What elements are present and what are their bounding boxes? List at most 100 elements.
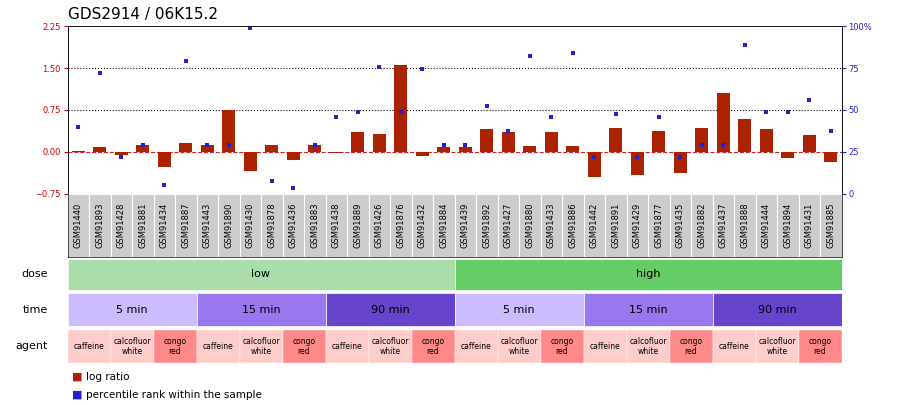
Point	[738, 41, 752, 48]
FancyBboxPatch shape	[755, 330, 798, 363]
FancyBboxPatch shape	[196, 330, 239, 363]
Bar	[652, 130, 665, 152]
Bar	[696, 128, 708, 152]
Bar	[244, 152, 256, 171]
FancyBboxPatch shape	[498, 330, 541, 363]
Text: GSM91886: GSM91886	[568, 202, 577, 248]
FancyBboxPatch shape	[132, 194, 154, 257]
Bar	[373, 134, 386, 152]
Point	[501, 127, 516, 134]
Bar	[394, 65, 407, 152]
Text: GSM91432: GSM91432	[418, 203, 427, 248]
Point	[480, 103, 494, 109]
Point	[695, 142, 709, 148]
FancyBboxPatch shape	[326, 330, 368, 363]
FancyBboxPatch shape	[218, 194, 239, 257]
Text: 15 min: 15 min	[629, 305, 667, 315]
Text: caffeine: caffeine	[590, 342, 620, 351]
FancyBboxPatch shape	[519, 194, 541, 257]
Point	[780, 109, 795, 115]
Text: ■: ■	[72, 372, 83, 382]
FancyBboxPatch shape	[326, 194, 347, 257]
Text: calcofluor
white: calcofluor white	[113, 337, 151, 356]
Point	[393, 109, 408, 115]
FancyBboxPatch shape	[304, 194, 326, 257]
FancyBboxPatch shape	[713, 194, 734, 257]
Text: GSM91433: GSM91433	[547, 202, 556, 248]
FancyBboxPatch shape	[626, 330, 670, 363]
Point	[114, 153, 129, 160]
Text: GSM91426: GSM91426	[374, 203, 383, 248]
Text: GSM91889: GSM91889	[353, 202, 362, 248]
Bar	[287, 152, 300, 160]
FancyBboxPatch shape	[798, 330, 842, 363]
Point	[565, 49, 580, 56]
Bar	[351, 132, 364, 152]
Bar	[329, 152, 343, 153]
Text: GSM91442: GSM91442	[590, 203, 598, 248]
Bar	[179, 143, 193, 152]
Text: GSM91437: GSM91437	[719, 202, 728, 248]
Text: time: time	[22, 305, 49, 315]
Text: congo
red: congo red	[164, 337, 186, 356]
Point	[673, 153, 688, 160]
FancyBboxPatch shape	[648, 194, 670, 257]
Point	[221, 142, 236, 148]
Text: 5 min: 5 min	[503, 305, 535, 315]
Text: caffeine: caffeine	[331, 342, 363, 351]
Text: congo
red: congo red	[680, 337, 703, 356]
FancyBboxPatch shape	[820, 194, 842, 257]
Bar	[115, 152, 128, 155]
Text: calcofluor
white: calcofluor white	[758, 337, 796, 356]
Text: GSM91431: GSM91431	[805, 203, 814, 248]
Point	[372, 64, 386, 70]
Point	[824, 127, 838, 134]
FancyBboxPatch shape	[476, 194, 498, 257]
Text: GSM91434: GSM91434	[160, 203, 169, 248]
FancyBboxPatch shape	[454, 293, 583, 326]
Bar	[674, 152, 687, 173]
FancyBboxPatch shape	[691, 194, 713, 257]
Point	[415, 66, 429, 72]
Point	[200, 142, 214, 148]
FancyBboxPatch shape	[411, 330, 454, 363]
Point	[71, 124, 86, 130]
Text: 5 min: 5 min	[116, 305, 148, 315]
FancyBboxPatch shape	[454, 259, 842, 290]
Bar	[781, 152, 794, 158]
Text: GSM91885: GSM91885	[826, 202, 835, 248]
FancyBboxPatch shape	[261, 194, 283, 257]
Point	[544, 114, 558, 120]
FancyBboxPatch shape	[605, 194, 626, 257]
Point	[587, 153, 601, 160]
FancyBboxPatch shape	[239, 194, 261, 257]
FancyBboxPatch shape	[433, 194, 454, 257]
Bar	[158, 152, 171, 167]
Bar	[416, 152, 428, 156]
Point	[178, 58, 193, 65]
Text: GSM91438: GSM91438	[332, 202, 341, 248]
Bar	[824, 152, 837, 162]
FancyBboxPatch shape	[713, 293, 842, 326]
FancyBboxPatch shape	[541, 330, 583, 363]
Text: GSM91439: GSM91439	[461, 203, 470, 248]
Text: calcofluor
white: calcofluor white	[371, 337, 409, 356]
Point	[458, 142, 473, 148]
Point	[608, 111, 623, 117]
Point	[308, 142, 322, 148]
FancyBboxPatch shape	[368, 194, 390, 257]
FancyBboxPatch shape	[734, 194, 755, 257]
Bar	[201, 145, 213, 152]
Point	[716, 142, 731, 148]
Text: GSM91429: GSM91429	[633, 203, 642, 248]
Point	[265, 177, 279, 184]
Point	[243, 25, 257, 31]
Text: low: low	[251, 269, 271, 279]
Text: GSM91884: GSM91884	[439, 202, 448, 248]
FancyBboxPatch shape	[583, 330, 626, 363]
Point	[93, 69, 107, 76]
Text: high: high	[635, 269, 661, 279]
FancyBboxPatch shape	[111, 330, 154, 363]
FancyBboxPatch shape	[798, 194, 820, 257]
Text: GSM91881: GSM91881	[139, 202, 148, 248]
